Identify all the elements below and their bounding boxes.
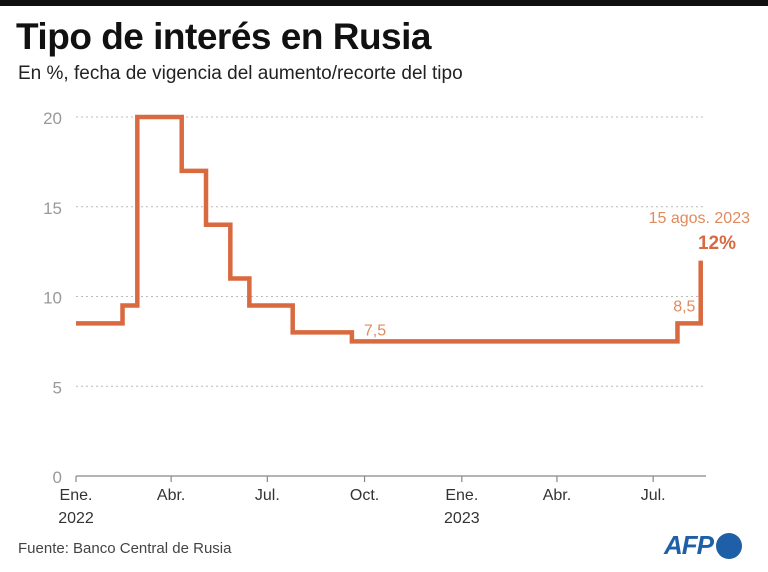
x-tick-year-label: 2022 <box>58 510 94 527</box>
y-tick-label: 0 <box>53 468 62 487</box>
afp-logo: AFP <box>664 530 742 561</box>
y-tick-label: 10 <box>43 289 62 308</box>
annotation-12-percent: 12% <box>698 233 736 254</box>
annotation-7-5: 7,5 <box>364 322 386 339</box>
y-tick-label: 20 <box>43 109 62 128</box>
source-note: Fuente: Banco Central de Rusia <box>18 540 232 557</box>
y-tick-label: 5 <box>53 378 62 397</box>
x-tick-label: Oct. <box>350 487 379 504</box>
annotation-8-5: 8,5 <box>673 298 695 315</box>
x-tick-label: Ene. <box>60 487 93 504</box>
chart-subtitle: En %, fecha de vigencia del aumento/reco… <box>18 63 463 84</box>
x-tick-label: Abr. <box>543 487 571 504</box>
chart-area: 0 5 10 15 20 Ene. 2022 Abr. Jul. Oct. Ene. 2023 Abr.… <box>43 109 751 527</box>
x-tick-label: Ene. <box>445 487 478 504</box>
annotation-date: 15 agos. 2023 <box>649 210 751 227</box>
rate-step-line <box>76 114 703 344</box>
x-tick-label: Jul. <box>641 487 666 504</box>
x-tick-year-label: 2023 <box>444 510 480 527</box>
x-tick-label: Jul. <box>255 487 280 504</box>
logo-dot-icon <box>716 532 742 559</box>
logo-text: AFP <box>664 530 714 560</box>
chart-title: Tipo de interés en Rusia <box>16 16 431 57</box>
top-rule <box>0 0 768 6</box>
x-tick-label: Abr. <box>157 487 185 504</box>
y-tick-label: 15 <box>43 199 62 218</box>
